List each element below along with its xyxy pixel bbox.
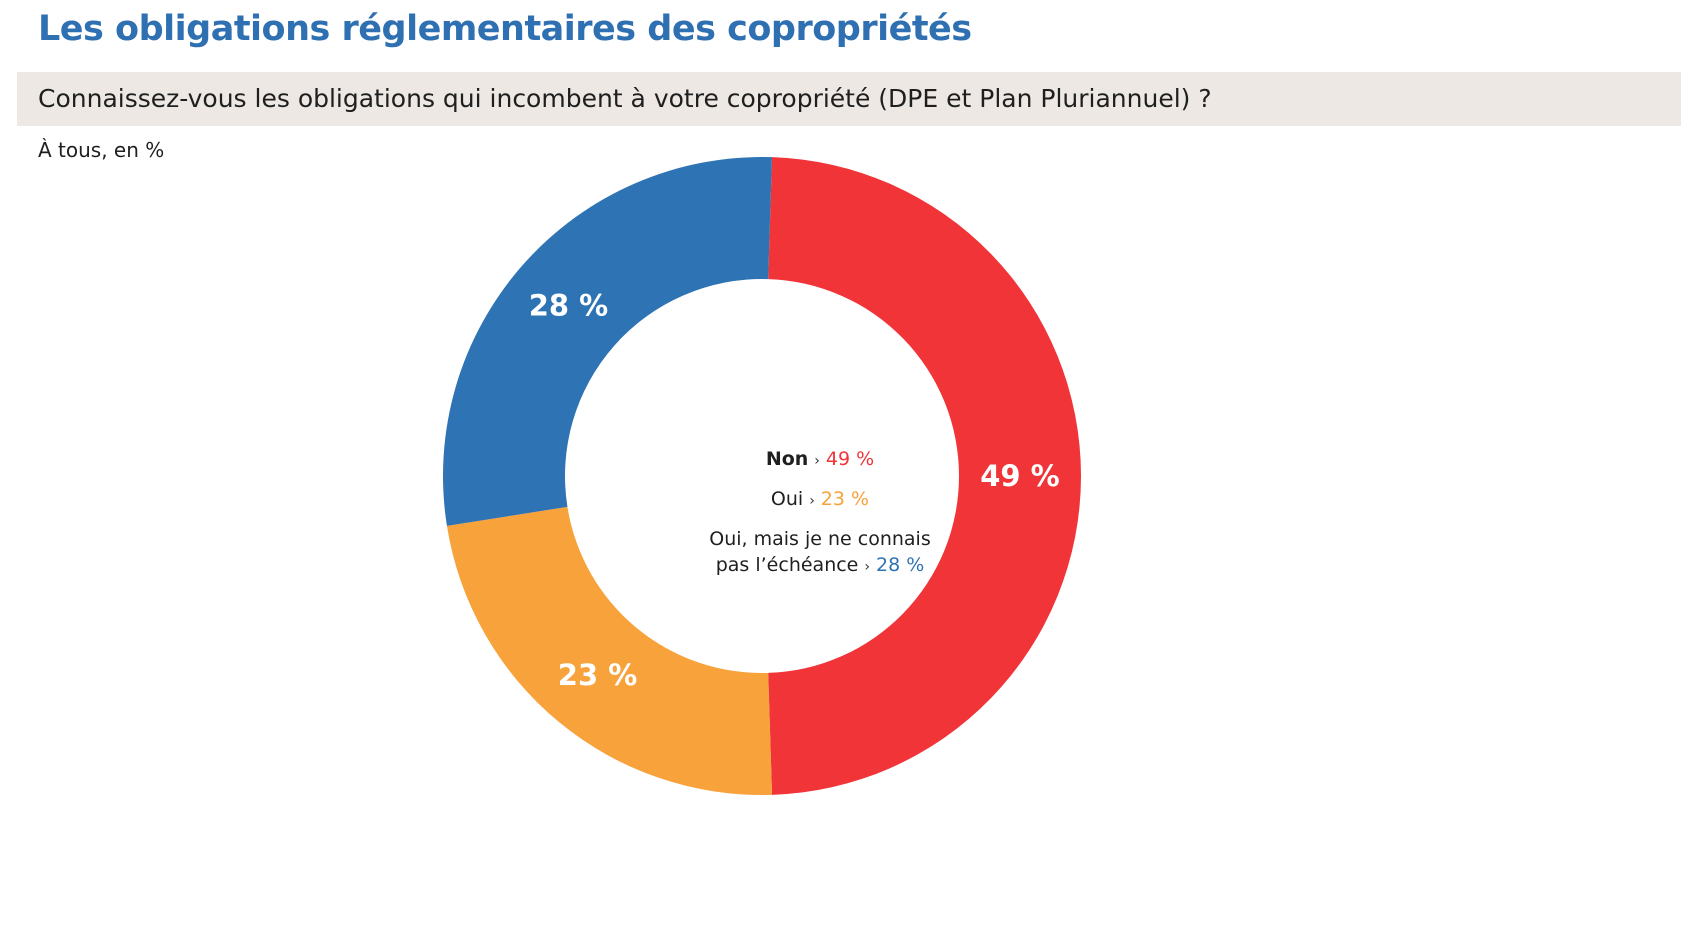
donut-slice-oui — [446, 506, 773, 795]
legend-separator: › — [809, 493, 815, 509]
slice-label-non: 49 % — [980, 459, 1060, 493]
legend-item-oui: Oui › 23 % — [646, 486, 994, 514]
base-note: À tous, en % — [38, 138, 165, 162]
legend-value-oui: 23 % — [820, 488, 870, 510]
donut-slice-oui-sans-echeance — [443, 157, 773, 526]
slice-label-oui: 23 % — [558, 658, 638, 692]
page-title: Les obligations réglementaires des copro… — [38, 9, 972, 49]
legend-value-oui-sans-echeance: 28 % — [875, 554, 925, 576]
legend-label: Oui — [770, 488, 804, 510]
donut-slice-non — [768, 157, 1081, 795]
chart-legend: Non › 49 % Oui › 23 % Oui, mais je ne connai… — [646, 446, 994, 592]
legend-label-line2: pas l’échéance — [715, 554, 859, 576]
question-banner: Connaissez-vous les obligations qui inco… — [17, 72, 1681, 126]
legend-value-non: 49 % — [825, 448, 875, 470]
legend-item-oui-sans-echeance: Oui, mais je ne connais pas l’échéance › 2… — [646, 526, 994, 580]
legend-separator: › — [814, 453, 820, 469]
legend-label: Non — [765, 448, 809, 470]
legend-label-line1: Oui, mais je ne connais — [709, 528, 931, 550]
legend-separator: › — [864, 559, 870, 575]
slice-label-oui-sans-echeance: 28 % — [529, 288, 609, 322]
question-text: Connaissez-vous les obligations qui inco… — [38, 84, 1212, 113]
legend-item-non: Non › 49 % — [646, 446, 994, 474]
